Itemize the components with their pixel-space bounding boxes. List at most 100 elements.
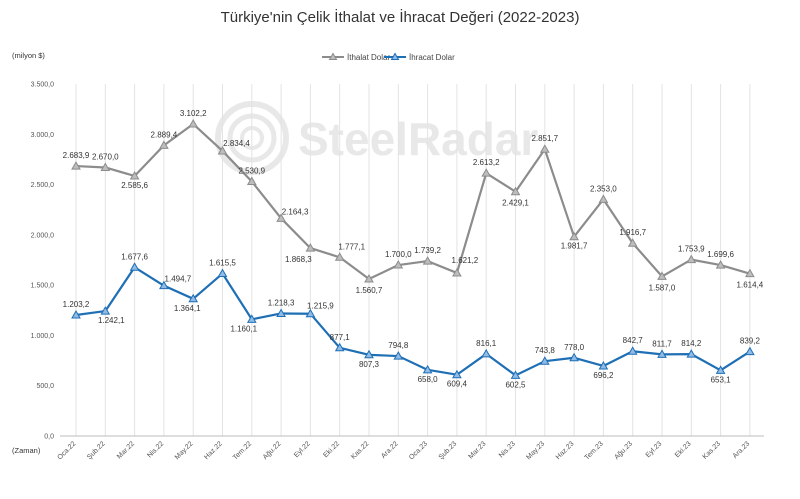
watermark-text: SteelRadar xyxy=(298,113,538,165)
data-point-marker xyxy=(598,360,609,370)
data-point-marker xyxy=(481,348,492,358)
y-tick-label: 2.000,0 xyxy=(31,232,54,239)
legend-swatch-marker xyxy=(328,52,338,60)
data-point-marker xyxy=(510,370,521,379)
data-label: 1.614,4 xyxy=(737,281,764,290)
data-point-marker xyxy=(276,213,286,222)
x-tick-label: Kas.22 xyxy=(350,440,370,460)
data-point-marker xyxy=(71,309,81,319)
data-label: 653,1 xyxy=(711,375,732,384)
data-point-marker xyxy=(71,161,81,170)
x-axis-unit-label: (Zaman) xyxy=(12,446,41,455)
series-line-0 xyxy=(75,122,751,281)
data-point-marker xyxy=(393,351,404,360)
data-label: 778,0 xyxy=(564,343,585,352)
x-tick-label: Haz.23 xyxy=(555,440,576,461)
data-point-marker xyxy=(598,194,609,203)
data-point-marker xyxy=(539,356,550,365)
data-point-marker xyxy=(188,293,199,303)
data-point-marker xyxy=(276,308,286,317)
steelradar-watermark: SteelRadar xyxy=(215,101,538,175)
data-label: 807,3 xyxy=(359,360,380,369)
data-label: 1.677,6 xyxy=(121,252,148,261)
data-label: 1.916,7 xyxy=(619,228,646,237)
data-point-marker xyxy=(422,364,433,374)
data-point-marker xyxy=(422,256,433,265)
data-point-marker xyxy=(452,267,462,277)
data-point-marker xyxy=(393,260,404,269)
x-tick-label: Ara.23 xyxy=(732,440,752,460)
chart-title: Türkiye'nin Çelik İthalat ve İhracat Değ… xyxy=(221,8,580,26)
data-label: 1.699,6 xyxy=(707,250,734,259)
data-point-marker xyxy=(159,140,169,149)
data-label: 1.615,5 xyxy=(209,259,236,268)
y-tick-label: 3.000,0 xyxy=(31,132,54,139)
data-point-marker xyxy=(100,162,111,171)
data-point-marker xyxy=(569,231,579,241)
data-label: 1.215,9 xyxy=(307,302,334,311)
data-label: 814,2 xyxy=(681,339,702,348)
data-label: 1.587,0 xyxy=(649,283,676,292)
data-label: 842,7 xyxy=(623,336,644,345)
x-tick-label: May.22 xyxy=(174,440,195,461)
data-label: 1.700,0 xyxy=(385,250,412,259)
data-point-marker xyxy=(246,176,257,185)
data-point-marker xyxy=(715,365,726,374)
x-tick-label: Eyl.22 xyxy=(293,440,312,459)
data-label: 609,4 xyxy=(447,380,468,389)
data-label: 2.353,0 xyxy=(590,184,617,193)
legend: İthalat Dolar İhracat Dolar xyxy=(322,52,455,62)
data-point-marker xyxy=(188,118,199,128)
data-point-marker xyxy=(159,280,169,290)
data-point-marker xyxy=(657,349,667,358)
data-point-marker xyxy=(334,252,345,261)
data-label: 2.164,3 xyxy=(282,207,309,216)
data-label: 1.981,7 xyxy=(561,242,588,251)
data-point-marker xyxy=(217,145,228,155)
data-label: 1.777,1 xyxy=(338,242,365,251)
x-tick-label: Eki.23 xyxy=(674,440,693,459)
data-label: 1.218,3 xyxy=(268,298,295,307)
data-label: 2.530,9 xyxy=(238,166,265,175)
data-label: 816,1 xyxy=(476,339,497,348)
y-tick-label: 0,0 xyxy=(44,434,54,441)
data-point-marker xyxy=(539,144,550,153)
x-tick-label: Mar.23 xyxy=(468,440,488,460)
data-label: 2.834,4 xyxy=(223,139,250,148)
x-tick-label: Tem.23 xyxy=(584,440,605,461)
data-label: 2.429,1 xyxy=(502,199,529,208)
x-tick-label: Kas.23 xyxy=(702,440,722,460)
data-label: 1.753,9 xyxy=(678,245,705,254)
data-label: 877,1 xyxy=(330,333,351,342)
data-point-marker xyxy=(627,238,638,247)
data-point-marker xyxy=(627,346,638,355)
data-label: 839,2 xyxy=(740,337,761,346)
x-tick-label: Mar.22 xyxy=(116,440,136,460)
x-tick-label: Ağu.22 xyxy=(262,440,283,461)
series-layer: 2.683,9 2.670,0 2.585,6 2.889,4 3.102,2 2.834… xyxy=(63,109,764,389)
data-point-marker xyxy=(364,274,374,283)
data-label: 794,8 xyxy=(388,341,409,350)
x-tick-label: Tem.22 xyxy=(232,440,253,461)
series-line-1 xyxy=(75,266,751,377)
data-label: 2.613,2 xyxy=(473,158,500,167)
x-tick-label: Ara.22 xyxy=(380,440,400,460)
data-point-marker xyxy=(481,168,492,177)
data-point-marker xyxy=(657,271,667,280)
data-point-marker xyxy=(129,170,140,180)
x-tick-label: Ağu.23 xyxy=(613,440,634,461)
data-point-marker xyxy=(715,260,726,269)
legend-swatch-marker xyxy=(390,52,400,60)
data-label: 1.868,3 xyxy=(285,255,312,264)
data-label: 2.851,7 xyxy=(531,134,558,143)
data-point-marker xyxy=(745,346,755,356)
data-point-marker xyxy=(569,352,579,362)
data-label: 1.621,2 xyxy=(452,256,479,265)
data-label: 1.739,2 xyxy=(414,246,441,255)
data-label: 2.585,6 xyxy=(121,181,148,190)
legend-entry-label: İthalat Dolar xyxy=(347,53,390,62)
x-axis: Oca.22 Şub.22 Mar.22 Nis.22 May.22 Haz.22 Tem.… xyxy=(56,440,751,461)
data-point-marker xyxy=(510,186,521,196)
